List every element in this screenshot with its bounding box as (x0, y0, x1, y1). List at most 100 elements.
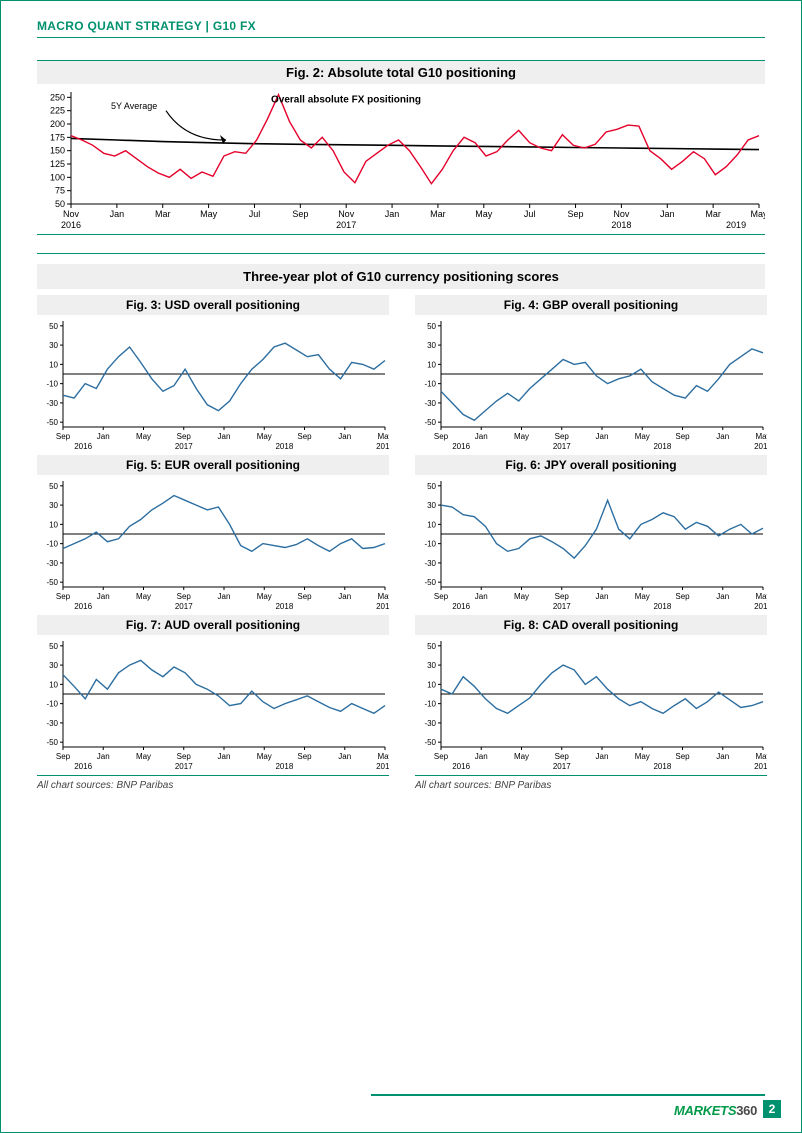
svg-text:Jan: Jan (97, 592, 110, 601)
svg-text:Sep: Sep (297, 752, 312, 761)
source-right: All chart sources: BNP Paribas (415, 780, 767, 791)
svg-text:Jan: Jan (97, 752, 110, 761)
svg-text:Nov: Nov (613, 209, 630, 219)
svg-text:Sep: Sep (292, 209, 308, 219)
svg-text:2017: 2017 (175, 602, 193, 611)
svg-text:Sep: Sep (555, 592, 570, 601)
fig4-title: Fig. 4: GBP overall positioning (415, 295, 767, 315)
svg-text:Sep: Sep (177, 432, 192, 441)
svg-text:75: 75 (55, 186, 65, 196)
fig4-block: Fig. 4: GBP overall positioning -50-30-1… (415, 295, 767, 455)
svg-text:Overall absolute FX positionin: Overall absolute FX positioning (271, 95, 421, 106)
svg-text:50: 50 (427, 642, 436, 651)
svg-text:Sep: Sep (56, 592, 71, 601)
page-number: 2 (763, 1100, 781, 1118)
fig5-title: Fig. 5: EUR overall positioning (37, 455, 389, 475)
svg-text:2017: 2017 (175, 442, 193, 451)
svg-text:-50: -50 (424, 578, 436, 587)
svg-text:May: May (200, 209, 218, 219)
svg-text:2016: 2016 (452, 762, 470, 771)
svg-text:Sep: Sep (297, 432, 312, 441)
svg-text:2019: 2019 (754, 442, 767, 451)
svg-text:May: May (257, 592, 272, 601)
svg-text:May: May (377, 592, 389, 601)
svg-text:May: May (514, 432, 529, 441)
svg-text:Mar: Mar (430, 209, 446, 219)
svg-text:Jul: Jul (249, 209, 261, 219)
svg-text:May: May (755, 592, 767, 601)
fig2-title: Fig. 2: Absolute total G10 positioning (37, 61, 765, 84)
svg-text:May: May (475, 209, 493, 219)
svg-text:Jan: Jan (716, 752, 729, 761)
svg-text:2019: 2019 (754, 762, 767, 771)
svg-text:Sep: Sep (297, 592, 312, 601)
svg-text:2019: 2019 (376, 762, 389, 771)
fig8-block: Fig. 8: CAD overall positioning -50 -30 -1… (415, 615, 767, 791)
svg-text:2016: 2016 (74, 762, 92, 771)
svg-text:10: 10 (49, 680, 58, 689)
svg-text:-50: -50 (424, 738, 436, 747)
svg-text:2019: 2019 (754, 602, 767, 611)
fig8-title: Fig. 8: CAD overall positioning (415, 615, 767, 635)
svg-text:10: 10 (49, 520, 58, 529)
svg-text:May: May (635, 432, 650, 441)
svg-text:5Y Average: 5Y Average (111, 101, 157, 111)
svg-text:May: May (755, 752, 767, 761)
svg-text:-30: -30 (46, 719, 58, 728)
svg-text:30: 30 (427, 661, 436, 670)
svg-text:2016: 2016 (452, 602, 470, 611)
svg-text:May: May (635, 752, 650, 761)
svg-text:-30: -30 (46, 399, 58, 408)
svg-text:2018: 2018 (275, 442, 293, 451)
fig3-block: Fig. 3: USD overall positioning -50-30-1… (37, 295, 389, 455)
svg-text:Sep: Sep (56, 752, 71, 761)
svg-text:2017: 2017 (175, 762, 193, 771)
svg-text:Sep: Sep (675, 592, 690, 601)
svg-text:Sep: Sep (56, 432, 71, 441)
svg-text:50: 50 (49, 642, 58, 651)
svg-text:225: 225 (50, 106, 65, 116)
svg-text:Sep: Sep (555, 752, 570, 761)
svg-text:Mar: Mar (155, 209, 171, 219)
svg-text:Sep: Sep (675, 432, 690, 441)
fig8-chart: -50-30-10103050SepJanMaySepJanMaySepJanM… (415, 635, 767, 775)
brand-right: 360 (736, 1103, 757, 1118)
svg-text:-10: -10 (46, 540, 58, 549)
fig7-chart: -50-30-10103050SepJanMaySepJanMaySepJanM… (37, 635, 389, 775)
svg-text:200: 200 (50, 119, 65, 129)
svg-text:175: 175 (50, 132, 65, 142)
svg-text:May: May (750, 209, 765, 219)
svg-text:-50: -50 (424, 418, 436, 427)
fig4-chart: -50-30-10103050SepJanMaySepJanMaySepJanM… (415, 315, 767, 455)
svg-text:30: 30 (49, 661, 58, 670)
svg-text:Jan: Jan (218, 592, 231, 601)
svg-text:-30: -30 (424, 399, 436, 408)
svg-text:2016: 2016 (452, 442, 470, 451)
svg-text:30: 30 (427, 341, 436, 350)
svg-text:50: 50 (427, 482, 436, 491)
svg-text:100: 100 (50, 172, 65, 182)
svg-text:-30: -30 (424, 559, 436, 568)
svg-text:May: May (257, 752, 272, 761)
svg-text:10: 10 (49, 360, 58, 369)
svg-text:Jan: Jan (97, 432, 110, 441)
svg-text:50: 50 (49, 482, 58, 491)
fig6-block: Fig. 6: JPY overall positioning -50-30-1… (415, 455, 767, 615)
footer: MARKETS360 2 (674, 1100, 781, 1118)
svg-text:2018: 2018 (275, 762, 293, 771)
svg-text:-10: -10 (46, 380, 58, 389)
svg-text:Jan: Jan (596, 432, 609, 441)
svg-text:2018: 2018 (653, 602, 671, 611)
svg-text:-10: -10 (424, 540, 436, 549)
fig3-title: Fig. 3: USD overall positioning (37, 295, 389, 315)
svg-text:May: May (635, 592, 650, 601)
svg-text:Jan: Jan (338, 592, 351, 601)
svg-text:Jan: Jan (218, 432, 231, 441)
svg-text:Jan: Jan (475, 432, 488, 441)
svg-text:-10: -10 (424, 700, 436, 709)
svg-text:-10: -10 (46, 700, 58, 709)
svg-text:-50: -50 (46, 738, 58, 747)
svg-text:-30: -30 (46, 559, 58, 568)
svg-text:-30: -30 (424, 719, 436, 728)
svg-text:150: 150 (50, 146, 65, 156)
